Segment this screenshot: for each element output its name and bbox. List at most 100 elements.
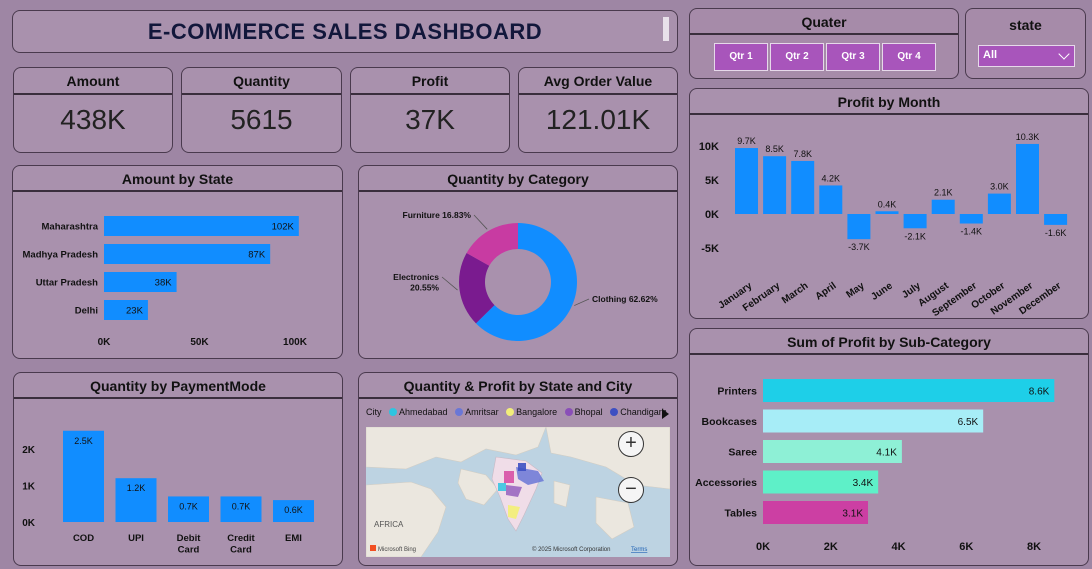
amount-by-state-title: Amount by State [13, 166, 342, 192]
month-ytick-5k: -5K [701, 243, 719, 255]
quarter-button-qtr3[interactable]: Qtr 3 [826, 43, 880, 71]
state-bar-maharashtra [104, 216, 299, 236]
subcategory-label-bookcases: Bookcases [702, 416, 758, 428]
payment-bar-cod [63, 430, 104, 522]
month-bar-april [819, 185, 843, 214]
month-value-april: 4.2K [822, 173, 841, 183]
quantity-by-paymentmode-chart: 2K 1K 0K 2.5K COD 1.2K UPI 0.7K Debit Card 0.7K Cre… [22, 430, 314, 556]
month-value-december: -1.6K [1045, 228, 1067, 238]
map-legend: City Ahmedabad Amritsar Bangalore Bhopal… [366, 407, 667, 417]
month-bar-october [987, 193, 1011, 214]
legend-dot-amritsar [455, 408, 464, 416]
legend-dot-ahmedabad [389, 408, 398, 416]
subcategory-xtick-2k: 2K [824, 541, 838, 553]
profit-by-month-chart: 10K5K0K-5K9.7KJanuary8.5KFebruary7.8KMar… [699, 132, 1068, 318]
legend-dot-bangalore [506, 408, 515, 416]
state-dropdown-value: All [983, 49, 998, 61]
state-value-uttar-pradesh: 38K [155, 278, 173, 289]
state-xtick-100k: 100K [283, 337, 308, 348]
dashboard-title-card: E-COMMERCE SALES DASHBOARD [12, 10, 678, 53]
profit-by-subcategory-chart: Printers 8.6K Bookcases 6.5K Saree 4.1K Access… [695, 379, 1055, 553]
kpi-quantity-value: 5615 [230, 104, 293, 135]
subcategory-value-accessories: 3.4K [853, 478, 874, 489]
month-label-june: June [869, 280, 895, 303]
category-leader-furniture [473, 214, 488, 230]
month-value-july: -2.1K [904, 231, 926, 241]
month-bar-may [847, 214, 871, 240]
legend-dot-bhopal [564, 408, 573, 416]
category-leader-electronics [441, 276, 458, 291]
kpi-amount-value: 438K [60, 104, 126, 135]
map-terms-link[interactable]: Terms [631, 547, 647, 553]
kpi-avg-order-value: 121.01K [545, 104, 651, 135]
quarter-button-qtr1[interactable]: Qtr 1 [714, 43, 768, 71]
payment-value-emi: 0.6K [284, 505, 303, 515]
legend-next-arrow-icon[interactable] [662, 409, 669, 419]
subcategory-label-printers: Printers [717, 386, 757, 398]
quarter-buttons: Qtr 1 Qtr 2 Qtr 3 Qtr 4 [714, 43, 944, 73]
subcategory-label-saree: Saree [728, 447, 757, 459]
month-bar-june [875, 211, 899, 214]
subcategory-value-saree: 4.1K [876, 448, 897, 459]
subcategory-label-tables: Tables [725, 508, 758, 520]
profit-by-month-title: Profit by Month [690, 89, 1088, 115]
payment-label-credit-card: Credit Card [227, 533, 255, 556]
profit-by-subcategory-title: Sum of Profit by Sub-Category [690, 329, 1088, 355]
state-bar-delhi [104, 300, 148, 320]
zoom-in-button[interactable]: + [618, 431, 644, 457]
map-legend-label: City [366, 407, 382, 417]
quarter-slicer: Quater Qtr 1 Qtr 2 Qtr 3 Qtr 4 [689, 8, 959, 79]
title-scroll-marker [663, 17, 669, 41]
month-bar-february [763, 156, 787, 214]
kpi-amount-label: Amount [14, 68, 172, 95]
month-label-march: March [780, 280, 810, 306]
subcategory-value-tables: 3.1K [842, 509, 863, 520]
month-value-may: -3.7K [848, 242, 870, 252]
month-label-may: May [844, 280, 867, 300]
amount-by-state-card: Amount by State Maharashtra 102K Madhya Pr… [12, 165, 343, 359]
month-bar-november [1016, 143, 1039, 214]
category-slice-clothing [475, 223, 577, 341]
subcategory-bar-saree [763, 440, 902, 463]
month-value-february: 8.5K [765, 144, 784, 154]
legend-city-bangalore: Bangalore [516, 407, 558, 417]
kpi-quantity-card: Quantity 5615 [181, 67, 342, 153]
payment-label-upi: UPI [128, 533, 144, 544]
quarter-button-qtr4[interactable]: Qtr 4 [882, 43, 936, 71]
payment-bar-emi [273, 500, 314, 522]
state-bar-uttar-pradesh [104, 272, 177, 292]
state-label-maharashtra: Maharashtra [42, 222, 99, 233]
kpi-profit-label: Profit [351, 68, 509, 95]
state-xtick-0k: 0K [98, 337, 112, 348]
month-value-january: 9.7K [737, 136, 756, 146]
category-label-electronics: Electronics 20.55% [393, 272, 439, 293]
month-bar-august [931, 199, 955, 214]
map-copyright: © 2025 Microsoft Corporation [532, 546, 610, 553]
map-title: Quantity & Profit by State and City [359, 373, 677, 399]
state-slicer: state All [965, 8, 1086, 79]
legend-city-bhopal: Bhopal [574, 407, 603, 417]
quarter-button-qtr2[interactable]: Qtr 2 [770, 43, 824, 71]
month-value-october: 3.0K [990, 182, 1009, 192]
kpi-quantity-label: Quantity [182, 68, 341, 95]
month-ytick-5k: 5K [705, 175, 719, 187]
subcategory-bar-printers [763, 379, 1055, 402]
subcategory-bar-bookcases [763, 409, 984, 433]
kpi-profit-card: Profit 37K [350, 67, 510, 153]
kpi-avg-order-label: Avg Order Value [519, 68, 677, 95]
quarter-slicer-title: Quater [690, 9, 958, 35]
map-canvas: AFRICA Microsoft Bing © 2025 Microsoft C… [366, 427, 670, 557]
month-value-june: 0.4K [878, 199, 897, 209]
subcategory-bar-tables [763, 501, 869, 524]
month-value-november: 10.3K [1016, 132, 1040, 142]
state-label-uttar-pradesh: Uttar Pradesh [36, 278, 98, 289]
state-dropdown[interactable]: All [978, 45, 1075, 67]
category-slice-electronics [459, 253, 495, 324]
state-xtick-50k: 50K [190, 337, 209, 348]
zoom-out-button[interactable]: − [618, 477, 644, 503]
quantity-by-paymentmode-title: Quantity by PaymentMode [14, 373, 342, 399]
payment-value-debit-card: 0.7K [179, 501, 198, 511]
month-value-september: -1.4K [961, 227, 983, 237]
state-value-madhya-pradesh: 87K [248, 250, 266, 261]
chevron-down-icon [1058, 48, 1070, 60]
